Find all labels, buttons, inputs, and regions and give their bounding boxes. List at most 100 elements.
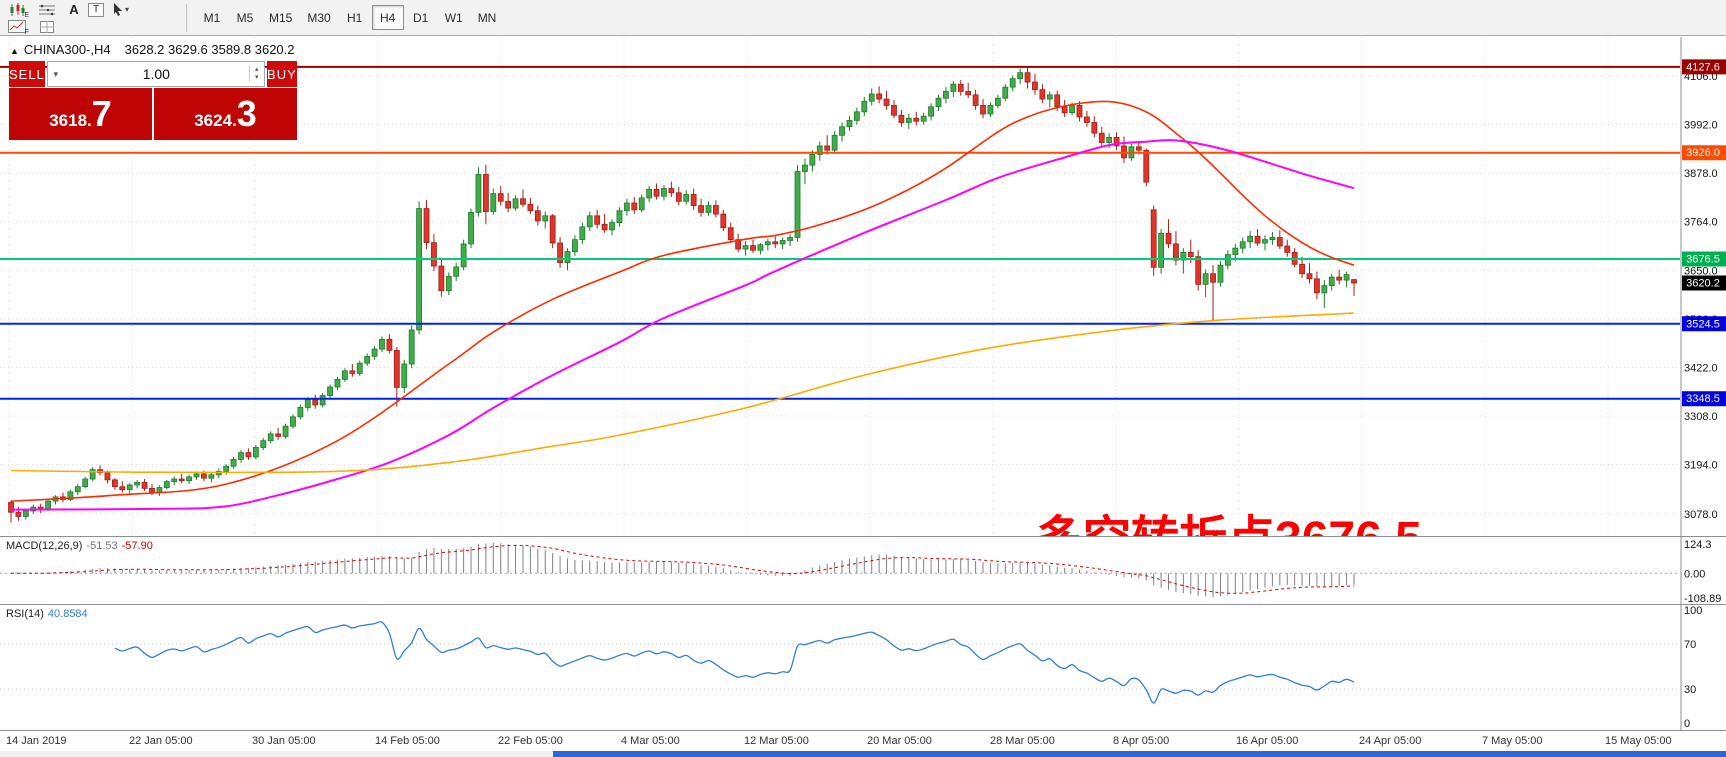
one-click-toggle-icon[interactable]: ▲ (10, 46, 19, 56)
bottom-blue-bar (553, 751, 1726, 757)
tf-w1[interactable]: W1 (438, 5, 470, 30)
svg-text:4127.6: 4127.6 (1686, 61, 1720, 73)
buy-button[interactable]: BUY (266, 61, 297, 87)
time-label: 8 Apr 05:00 (1113, 735, 1170, 747)
tf-d1[interactable]: D1 (405, 5, 437, 30)
svg-text:124.3: 124.3 (1684, 539, 1712, 551)
rsi-canvas[interactable]: 100 70 30 0 (0, 605, 1726, 730)
svg-text:70: 70 (1684, 639, 1696, 651)
ohlc-readout: 3628.2 3629.6 3589.8 3620.2 (124, 42, 295, 57)
rsi-name: RSI(14) (6, 608, 44, 620)
tf-m1[interactable]: M1 (196, 5, 228, 30)
svg-text:3620.2: 3620.2 (1686, 277, 1720, 289)
new-chart-icon-sub: F (24, 28, 29, 36)
text-label-tool-icon[interactable]: A (69, 2, 79, 17)
svg-text:3676.5: 3676.5 (1686, 254, 1720, 266)
svg-text:100: 100 (1684, 605, 1702, 617)
moving-averages (10, 100, 1355, 511)
current-price-badge (1682, 275, 1726, 291)
chart-window-icon-sub: E (24, 11, 29, 19)
time-label: 14 Feb 05:00 (375, 735, 440, 747)
time-label: 20 Mar 05:00 (867, 735, 932, 747)
toolbar: E A T ▾ F (0, 0, 1726, 36)
time-axis[interactable]: 14 Jan 2019 22 Jan 05:00 30 Jan 05:00 14 Fe… (0, 730, 1726, 751)
mid-ma (10, 139, 1355, 511)
tf-m5[interactable]: M5 (229, 5, 261, 30)
macd-label: MACD(12,26,9) -51.53 -57.90 (6, 540, 153, 552)
time-label: 30 Jan 05:00 (252, 735, 316, 747)
svg-text:3992.0: 3992.0 (1684, 120, 1718, 132)
svg-text:3194.0: 3194.0 (1684, 460, 1718, 472)
svg-text:3650.0: 3650.0 (1684, 265, 1718, 277)
buy-price[interactable]: 3624. 3 (154, 88, 297, 140)
time-label: 15 May 05:00 (1605, 735, 1672, 747)
time-label: 22 Feb 05:00 (498, 735, 563, 747)
volume-up-icon[interactable]: ▴ (255, 66, 259, 73)
grid-icon[interactable] (34, 19, 60, 35)
sell-price-main: 3618. (49, 111, 92, 130)
tf-mn[interactable]: MN (471, 5, 504, 30)
buy-price-main: 3624. (194, 111, 237, 130)
rsi-panel[interactable]: 100 70 30 0 RSI(14) 40.8584 (0, 604, 1726, 730)
time-label: 28 Mar 05:00 (990, 735, 1055, 747)
volume-down-icon[interactable]: ▾ (255, 74, 259, 81)
svg-text:3078.0: 3078.0 (1684, 509, 1718, 521)
one-click-trading-panel: SELL ▾ ▴ ▾ BUY 3618.7 3624.3 (9, 61, 297, 140)
svg-text:3422.0: 3422.0 (1684, 362, 1718, 374)
volume-input[interactable] (63, 65, 249, 83)
tf-h1[interactable]: H1 (339, 5, 371, 30)
cursor-tool-caret-icon: ▾ (124, 5, 129, 14)
time-label: 22 Jan 05:00 (129, 735, 193, 747)
new-chart-icon[interactable]: F (4, 19, 30, 36)
macd-panel[interactable]: 124.3 0.00 -108.89 MACD(12,26,9) -51.53 -57.… (0, 536, 1726, 604)
svg-text:3308.0: 3308.0 (1684, 411, 1718, 423)
time-label: 14 Jan 2019 (6, 735, 67, 747)
candlesticks (8, 66, 1357, 523)
svg-text:-108.89: -108.89 (1684, 593, 1721, 604)
bottom-strip (0, 751, 1726, 757)
volume-spinner: ▴ ▾ (248, 66, 264, 82)
time-label: 16 Apr 05:00 (1236, 735, 1299, 747)
chart-grid (0, 37, 1680, 536)
chart-window-icon[interactable]: E (4, 2, 30, 19)
price-axis[interactable]: 4106.03992.03878.03764.03650.03536.03422… (1680, 37, 1726, 536)
sell-price[interactable]: 3618. 7 (9, 88, 152, 140)
macd-signal-value: -57.90 (121, 540, 153, 552)
symbol-name: CHINA300-,H4 (23, 42, 111, 57)
macd-signal-line (10, 544, 1355, 594)
toolbar-separator (186, 4, 187, 32)
slow-ma (10, 312, 1355, 474)
svg-text:30: 30 (1684, 684, 1696, 696)
price-chart-canvas[interactable]: 4106.03992.03878.03764.03650.03536.03422… (0, 37, 1726, 536)
symbol-header: ▲ CHINA300-,H4 3628.2 3629.6 3589.8 3620.2 (10, 42, 295, 57)
cursor-tool-icon[interactable]: ▾ (108, 2, 134, 18)
volume-dropdown-icon[interactable]: ▾ (53, 68, 59, 79)
svg-text:0.00: 0.00 (1684, 568, 1705, 580)
time-label: 7 May 05:00 (1482, 735, 1543, 747)
tf-m30[interactable]: M30 (300, 5, 337, 30)
price-chart[interactable]: 4106.03992.03878.03764.03650.03536.03422… (0, 37, 1726, 566)
macd-name: MACD(12,26,9) (6, 540, 83, 552)
tf-h4[interactable]: H4 (371, 5, 404, 30)
macd-value: -51.53 (86, 540, 118, 552)
macd-canvas[interactable]: 124.3 0.00 -108.89 (0, 537, 1726, 604)
rsi-label: RSI(14) 40.8584 (6, 608, 88, 620)
rsi-line (114, 621, 1355, 704)
text-box-tool-icon[interactable]: T (88, 2, 104, 17)
svg-text:3878.0: 3878.0 (1684, 168, 1718, 180)
svg-text:3764.0: 3764.0 (1684, 217, 1718, 229)
macd-histogram (17, 543, 1355, 597)
sell-price-big-digit: 7 (91, 93, 112, 134)
svg-text:3348.5: 3348.5 (1686, 393, 1720, 405)
volume-box: ▾ ▴ ▾ (46, 61, 265, 87)
timeframe-bar: M1 M5 M15 M30 H1 H4 D1 W1 MN (196, 5, 504, 30)
time-label: 4 Mar 05:00 (621, 735, 680, 747)
fast-ma (10, 100, 1355, 502)
buy-price-big-digit: 3 (236, 93, 257, 134)
indicator-list-icon[interactable] (34, 2, 60, 18)
sell-button[interactable]: SELL (9, 61, 45, 87)
rsi-value: 40.8584 (47, 608, 88, 620)
time-label: 24 Apr 05:00 (1359, 735, 1422, 747)
tf-m15[interactable]: M15 (262, 5, 299, 30)
